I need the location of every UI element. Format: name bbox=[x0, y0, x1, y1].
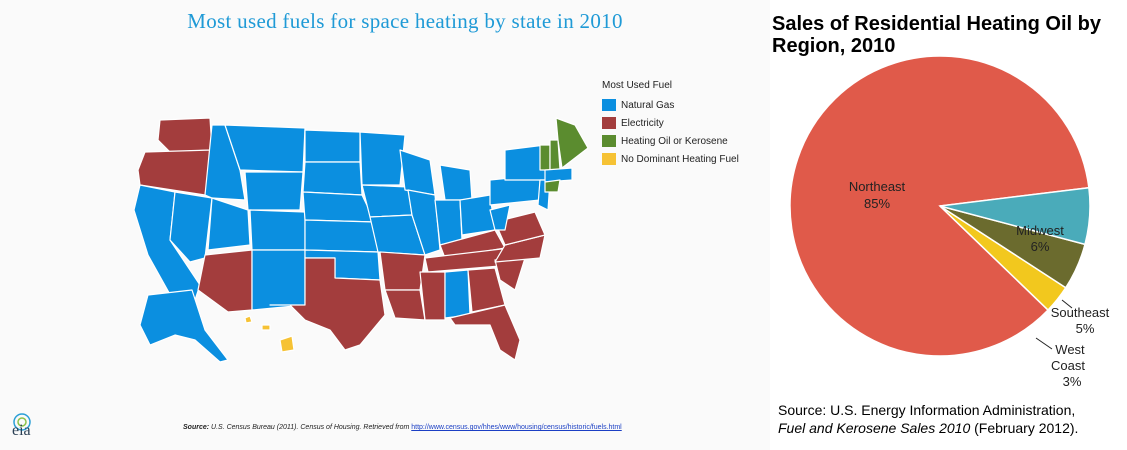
pie-source-rest: (February 2012). bbox=[970, 420, 1079, 436]
eia-logo-icon bbox=[13, 413, 31, 431]
us-map bbox=[133, 117, 589, 363]
pie-source-line1: Source: U.S. Energy Information Administ… bbox=[778, 402, 1076, 418]
state-alaska bbox=[139, 289, 229, 363]
pie-leader-west-coast bbox=[1035, 337, 1053, 350]
pie-label-west-coast-1: West bbox=[1055, 342, 1085, 357]
map-source-text: U.S. Census Bureau (2011). Census of Hou… bbox=[209, 424, 412, 431]
pie-slice-midwest bbox=[939, 186, 1091, 246]
map-source: Source: U.S. Census Bureau (2011). Censu… bbox=[183, 424, 622, 431]
legend-item-electricity: Electricity bbox=[602, 114, 739, 132]
pie-value-west-coast: 3% bbox=[1063, 374, 1082, 389]
pie-leader-southeast bbox=[1061, 299, 1073, 309]
state-wyoming bbox=[244, 171, 304, 211]
pie-slice-northeast bbox=[789, 55, 1090, 357]
eia-logo-text: eia bbox=[12, 422, 31, 439]
legend-label: Heating Oil or Kerosene bbox=[621, 135, 728, 147]
pie-title: Sales of Residential Heating Oil by Regi… bbox=[772, 13, 1101, 57]
map-legend: Most Used Fuel Natural Gas Electricity H… bbox=[602, 80, 739, 168]
legend-swatch bbox=[602, 117, 616, 129]
state-mississippi bbox=[419, 271, 446, 321]
state-hawaii-1 bbox=[244, 315, 253, 324]
pie-value-midwest: 6% bbox=[1031, 239, 1050, 254]
state-west-virginia bbox=[489, 204, 511, 231]
legend-swatch bbox=[602, 135, 616, 147]
state-hawaii-3 bbox=[279, 335, 295, 353]
map-source-label: Source: bbox=[183, 424, 210, 431]
legend-label: Natural Gas bbox=[621, 99, 675, 111]
state-florida bbox=[449, 304, 521, 361]
legend-label: No Dominant Heating Fuel bbox=[621, 153, 739, 165]
pie-label-west-coast-2: Coast bbox=[1051, 358, 1085, 373]
state-massachusetts bbox=[544, 167, 573, 183]
state-hawaii-2 bbox=[261, 324, 271, 331]
state-connecticut bbox=[544, 179, 561, 193]
state-utah bbox=[207, 197, 251, 251]
pie-source: Source: U.S. Energy Information Administ… bbox=[778, 401, 1078, 437]
legend-item-no-dominant: No Dominant Heating Fuel bbox=[602, 150, 739, 168]
legend-title: Most Used Fuel bbox=[602, 80, 673, 91]
pie-source-italic: Fuel and Kerosene Sales 2010 bbox=[778, 420, 971, 436]
state-arizona bbox=[197, 249, 253, 313]
pie-source-line2: Fuel and Kerosene Sales 2010 (February 2… bbox=[778, 419, 1078, 437]
state-texas bbox=[269, 257, 386, 351]
pie-value-northeast: 85% bbox=[864, 196, 890, 211]
map-source-link[interactable]: http://www.census.gov/hhes/www/housing/c… bbox=[411, 424, 622, 431]
state-maine bbox=[555, 117, 589, 169]
legend-swatch bbox=[602, 153, 616, 165]
legend-item-natural-gas: Natural Gas bbox=[602, 96, 739, 114]
legend-swatch bbox=[602, 99, 616, 111]
state-minnesota bbox=[359, 131, 406, 186]
state-illinois bbox=[407, 189, 441, 256]
map-title: Most used fuels for space heating by sta… bbox=[187, 9, 623, 33]
legend-item-heating-oil: Heating Oil or Kerosene bbox=[602, 132, 739, 150]
state-oregon bbox=[137, 149, 213, 196]
pie-value-southeast: 5% bbox=[1076, 321, 1095, 336]
pie-label-southeast: Southeast bbox=[1051, 305, 1110, 320]
legend-label: Electricity bbox=[621, 117, 664, 129]
state-nevada bbox=[169, 191, 213, 263]
pie-label-midwest: Midwest bbox=[1016, 223, 1064, 238]
pie-label-northeast: Northeast bbox=[849, 179, 906, 194]
